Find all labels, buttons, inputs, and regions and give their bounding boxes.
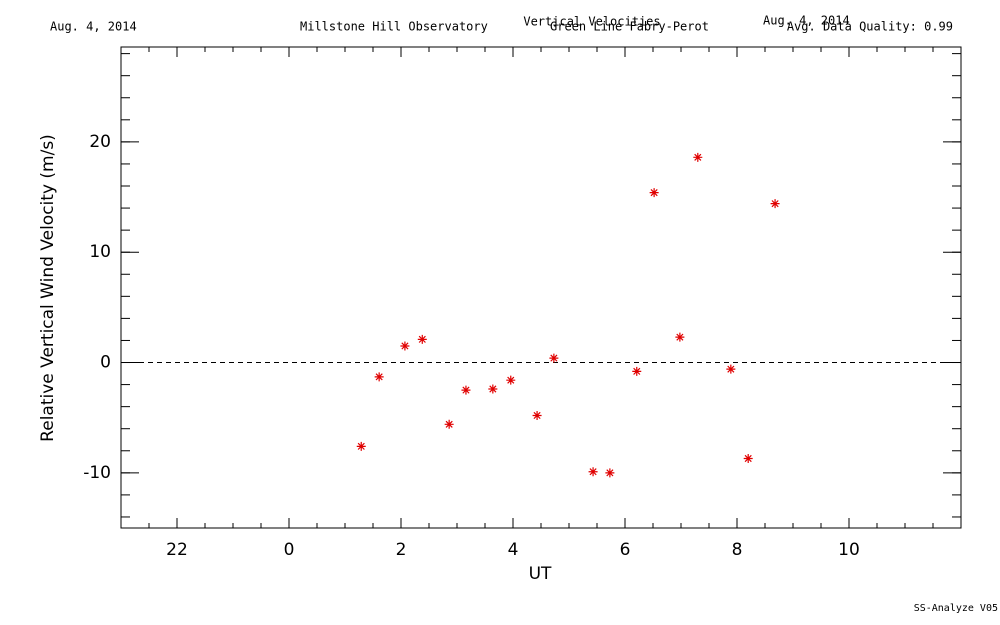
- x-tick-label: 10: [838, 540, 860, 560]
- y-tick-label: 20: [89, 132, 111, 152]
- point: [444, 419, 454, 429]
- x-tick-label: 6: [620, 540, 631, 560]
- y-tick-label: 10: [89, 242, 111, 262]
- data-quality: Avg. Data Quality: 0.99: [787, 20, 953, 34]
- date-right: Aug. 4, 2014: [763, 14, 850, 28]
- point: [605, 468, 615, 478]
- point: [488, 384, 498, 394]
- point: [400, 341, 410, 351]
- x-tick-label: 22: [166, 540, 188, 560]
- x-tick-label: 4: [508, 540, 519, 560]
- point: [356, 441, 366, 451]
- point: [726, 364, 736, 374]
- chart-title: Vertical Velocities: [523, 15, 660, 29]
- point: [649, 188, 659, 198]
- y-tick-label: -10: [83, 463, 111, 483]
- footer: SS-Analyze V05: [914, 603, 998, 614]
- observatory: Millstone Hill Observatory: [300, 20, 488, 34]
- point: [374, 372, 384, 382]
- plot-frame: [120, 46, 962, 529]
- x-tick-label: 0: [284, 540, 295, 560]
- point: [506, 375, 516, 385]
- point: [693, 152, 703, 162]
- point: [417, 334, 427, 344]
- point: [461, 385, 471, 395]
- point: [632, 366, 642, 376]
- x-tick-label: 2: [396, 540, 407, 560]
- date-left: Aug. 4, 2014: [50, 20, 137, 34]
- point: [675, 332, 685, 342]
- point: [549, 353, 559, 363]
- point: [743, 453, 753, 463]
- x-axis-label: UT: [529, 564, 552, 584]
- point: [588, 467, 598, 477]
- y-axis-label: Relative Vertical Wind Velocity (m/s): [38, 134, 58, 442]
- point: [532, 410, 542, 420]
- x-tick-label: 8: [732, 540, 743, 560]
- point: [770, 199, 780, 209]
- y-tick-label: 0: [100, 353, 111, 373]
- chart-subtitle: Green Line Fabry-Perot: [550, 20, 709, 34]
